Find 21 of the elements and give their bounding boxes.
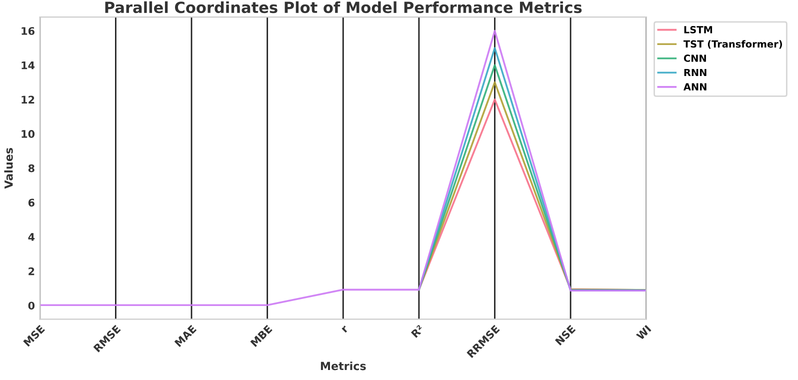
y-tick-label: 12 (22, 96, 34, 104)
y-tick-label: 2 (28, 267, 34, 276)
legend-label: RNN (684, 68, 706, 76)
x-tick-label: r (342, 326, 349, 333)
y-tick-label: 0 (28, 302, 35, 310)
y-tick-label: 6 (28, 198, 34, 207)
legend-label: LSTM (684, 26, 712, 34)
legend-label: CNN (684, 54, 706, 62)
chart-title: Parallel Coordinates Plot of Model Performance Metrics (105, 1, 582, 14)
y-tick-label: 8 (28, 164, 34, 172)
y-tick-label: 10 (22, 130, 35, 138)
x-tick-label: R² (410, 324, 424, 338)
legend-label: ANN (683, 83, 706, 90)
x-tick-label: WI (636, 324, 652, 340)
y-axis-title: Values (4, 148, 13, 189)
y-tick-label: 16 (22, 27, 34, 35)
legend-label: TST (Transformer) (683, 40, 782, 49)
y-tick-label: 4 (28, 233, 35, 241)
y-tick-label: 14 (22, 62, 35, 70)
line-series (40, 30, 646, 306)
x-axis-title: Metrics (320, 362, 366, 370)
